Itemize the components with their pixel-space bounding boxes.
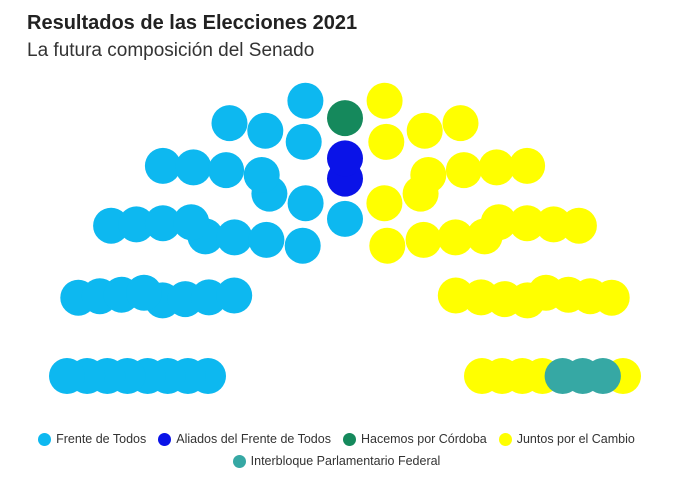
seat-frente-de-todos[interactable] xyxy=(211,105,248,142)
seat-juntos-por-el-cambio[interactable] xyxy=(480,204,517,241)
seat-juntos-por-el-cambio[interactable] xyxy=(560,207,597,244)
legend-item-hacemos-por-cordoba[interactable]: Hacemos por Córdoba xyxy=(342,432,487,446)
legend: Frente de Todos Aliados del Frente de To… xyxy=(0,428,673,472)
seat-frente-de-todos[interactable] xyxy=(208,152,245,189)
legend-swatch-hacemos-por-cordoba xyxy=(342,432,356,446)
seat-interbloque-parlamentario-federal[interactable] xyxy=(584,358,621,394)
legend-swatch-frente-de-todos xyxy=(38,432,52,446)
legend-item-frente-de-todos[interactable]: Frente de Todos xyxy=(38,432,146,446)
seat-juntos-por-el-cambio[interactable] xyxy=(535,206,572,243)
seat-frente-de-todos[interactable] xyxy=(118,206,155,243)
seat-juntos-por-el-cambio[interactable] xyxy=(437,219,474,256)
seat-frente-de-todos[interactable] xyxy=(247,112,284,149)
seat-frente-de-todos[interactable] xyxy=(248,221,285,258)
seat-frente-de-todos[interactable] xyxy=(175,149,212,186)
legend-swatch-interbloque-parlamentario-federal xyxy=(232,454,246,468)
seat-frente-de-todos[interactable] xyxy=(144,147,181,184)
seat-frente-de-todos[interactable] xyxy=(287,82,324,119)
seat-juntos-por-el-cambio[interactable] xyxy=(445,152,482,189)
seat-juntos-por-el-cambio[interactable] xyxy=(478,149,515,186)
seat-frente-de-todos[interactable] xyxy=(126,274,162,311)
seat-aliados-del-frente-de-todos[interactable] xyxy=(327,140,363,177)
legend-swatch-aliados-del-frente-de-todos xyxy=(158,432,172,446)
seat-juntos-por-el-cambio[interactable] xyxy=(366,82,403,119)
seat-frente-de-todos[interactable] xyxy=(144,205,181,242)
legend-label-hacemos-por-cordoba: Hacemos por Córdoba xyxy=(360,432,487,446)
seat-juntos-por-el-cambio[interactable] xyxy=(509,205,546,242)
seat-juntos-por-el-cambio[interactable] xyxy=(593,279,630,316)
legend-label-aliados-del-frente-de-todos: Aliados del Frente de Todos xyxy=(176,432,331,446)
seat-frente-de-todos[interactable] xyxy=(216,219,253,256)
parliament-chart xyxy=(49,82,641,394)
legend-label-interbloque-parlamentario-federal: Interbloque Parlamentario Federal xyxy=(250,454,441,468)
legend-item-juntos-por-el-cambio[interactable]: Juntos por el Cambio xyxy=(498,432,635,446)
seat-frente-de-todos[interactable] xyxy=(243,157,280,193)
seat-juntos-por-el-cambio[interactable] xyxy=(442,105,479,142)
legend-swatch-juntos-por-el-cambio xyxy=(498,432,512,446)
seat-frente-de-todos[interactable] xyxy=(173,204,210,241)
chart-subtitle: La futura composición del Senado xyxy=(27,40,315,61)
legend-label-juntos-por-el-cambio: Juntos por el Cambio xyxy=(516,432,635,446)
seat-juntos-por-el-cambio[interactable] xyxy=(410,157,447,193)
seat-juntos-por-el-cambio[interactable] xyxy=(405,221,442,258)
legend-row-2: Interbloque Parlamentario Federal xyxy=(0,450,673,472)
seat-frente-de-todos[interactable] xyxy=(49,358,85,394)
seat-juntos-por-el-cambio[interactable] xyxy=(509,147,546,184)
seat-frente-de-todos[interactable] xyxy=(216,277,253,314)
chart-title: Resultados de las Elecciones 2021 xyxy=(27,12,358,34)
seat-hacemos-por-cordoba[interactable] xyxy=(327,100,363,137)
legend-item-aliados-del-frente-de-todos[interactable]: Aliados del Frente de Todos xyxy=(158,432,331,446)
legend-row-1: Frente de Todos Aliados del Frente de To… xyxy=(0,428,673,450)
seat-frente-de-todos[interactable] xyxy=(327,200,363,237)
seat-juntos-por-el-cambio[interactable] xyxy=(368,123,405,160)
seat-juntos-por-el-cambio[interactable] xyxy=(406,112,443,149)
seat-juntos-por-el-cambio[interactable] xyxy=(369,227,406,264)
seat-frente-de-todos[interactable] xyxy=(287,185,324,222)
seat-frente-de-todos[interactable] xyxy=(284,227,321,264)
seat-frente-de-todos[interactable] xyxy=(93,207,130,244)
legend-label-frente-de-todos: Frente de Todos xyxy=(56,432,147,446)
seat-juntos-por-el-cambio[interactable] xyxy=(366,185,403,222)
legend-item-interbloque-parlamentario-federal[interactable]: Interbloque Parlamentario Federal xyxy=(232,454,441,468)
seat-frente-de-todos[interactable] xyxy=(285,123,322,160)
